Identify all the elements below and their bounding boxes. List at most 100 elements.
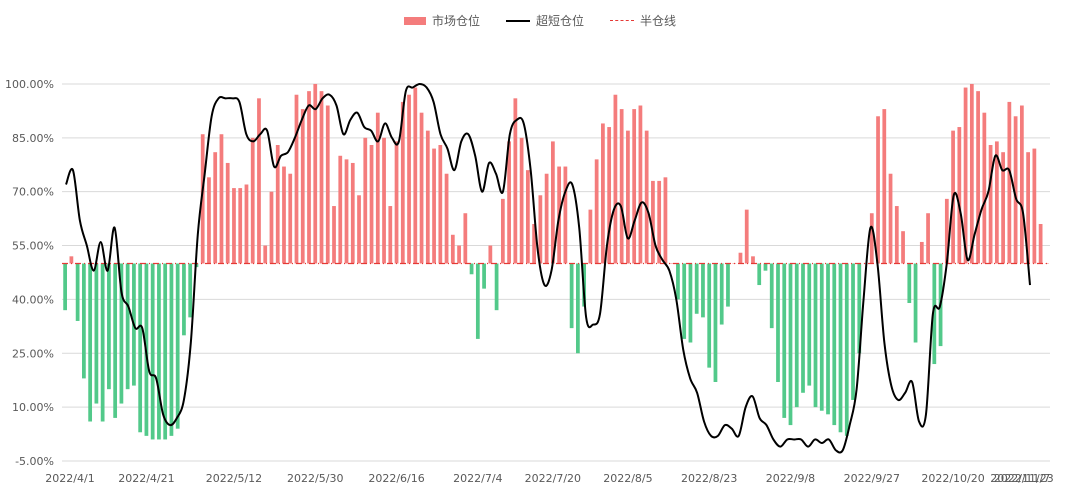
bar <box>532 224 536 264</box>
bar <box>88 263 93 422</box>
bar <box>525 170 530 264</box>
bar <box>832 263 837 426</box>
bar <box>363 137 368 264</box>
bar <box>475 263 480 339</box>
bar <box>175 263 180 429</box>
bar <box>969 83 974 264</box>
x-tick-label: 2022/6/16 <box>368 472 424 485</box>
bar <box>713 263 718 382</box>
bar <box>375 112 380 264</box>
bar <box>801 263 805 393</box>
bar <box>207 177 211 264</box>
legend-item-bar: 市场仓位 <box>403 12 480 29</box>
bar <box>807 263 812 386</box>
bar <box>119 263 124 404</box>
bar <box>200 134 205 264</box>
bar <box>619 109 624 264</box>
bar <box>463 213 468 264</box>
legend-item-line: 超短仓位 <box>505 12 584 29</box>
bar <box>638 105 643 264</box>
bar <box>169 263 174 436</box>
bar <box>500 198 505 264</box>
bar <box>1019 105 1024 264</box>
bar <box>838 263 843 433</box>
bar <box>263 245 268 264</box>
bar <box>726 263 730 307</box>
bar <box>513 98 518 264</box>
bar <box>538 195 543 264</box>
bar <box>457 245 461 264</box>
bar <box>613 94 618 264</box>
bar <box>1026 152 1030 264</box>
bar <box>988 145 993 264</box>
bar <box>313 83 318 264</box>
x-tick-label: 2022/7/20 <box>525 472 581 485</box>
bar <box>219 134 224 264</box>
bar <box>907 263 912 303</box>
bar <box>663 177 668 264</box>
bar <box>594 159 599 264</box>
y-tick-label: -5.00% <box>15 455 54 468</box>
bar <box>400 101 405 264</box>
legend-swatch-dash <box>610 20 634 21</box>
bar <box>826 263 830 415</box>
bar <box>1007 101 1012 264</box>
bar <box>213 152 218 264</box>
bar <box>488 245 493 264</box>
bar <box>350 162 355 264</box>
bar <box>894 206 899 264</box>
x-tick-label: 2022/5/12 <box>206 472 262 485</box>
bar <box>876 116 880 264</box>
bar <box>188 263 193 318</box>
bar <box>913 263 918 343</box>
bar <box>438 145 443 264</box>
bar <box>757 263 762 286</box>
bar <box>644 130 649 264</box>
bar <box>963 87 968 264</box>
bar <box>338 155 343 264</box>
bar <box>632 109 637 264</box>
bar <box>419 112 424 264</box>
bar <box>607 127 612 264</box>
bar <box>300 109 305 264</box>
bar <box>751 256 755 264</box>
bar <box>82 263 86 379</box>
y-tick-label: 70.00% <box>12 186 54 199</box>
series-line-ultra-short <box>65 82 1031 454</box>
x-tick-label: 2022/11/23 <box>990 472 1053 485</box>
legend: 市场仓位 超短仓位 半仓线 <box>0 12 1080 29</box>
bar <box>888 173 893 264</box>
y-tick-label: 10.00% <box>12 401 54 414</box>
bar <box>794 263 799 408</box>
bar <box>1001 152 1005 264</box>
bar <box>250 137 255 264</box>
bar <box>275 145 280 264</box>
bar <box>657 180 662 264</box>
bar <box>1013 116 1018 264</box>
bar <box>944 198 949 264</box>
legend-swatch-bar <box>403 16 426 25</box>
bar <box>325 105 330 264</box>
bar <box>388 206 393 264</box>
x-tick-label: 2022/7/4 <box>453 472 502 485</box>
x-tick-label: 2022/9/8 <box>766 472 815 485</box>
x-tick-label: 2022/8/23 <box>681 472 737 485</box>
bar <box>382 137 386 264</box>
bar <box>688 263 693 343</box>
legend-item-dash: 半仓线 <box>610 12 676 29</box>
bar <box>307 91 311 264</box>
bar <box>232 188 236 264</box>
bar <box>882 109 887 264</box>
bar <box>869 213 874 264</box>
bar <box>601 123 605 264</box>
bar <box>576 263 580 354</box>
x-tick-label: 2022/5/30 <box>287 472 343 485</box>
legend-label-bar: 市场仓位 <box>431 14 480 28</box>
bar <box>1038 224 1043 264</box>
bar <box>394 141 399 264</box>
bar <box>782 263 787 418</box>
x-tick-label: 2022/9/27 <box>844 472 900 485</box>
x-tick-label: 2022/4/21 <box>118 472 174 485</box>
bar <box>225 162 230 264</box>
legend-label-line: 超短仓位 <box>535 14 584 28</box>
